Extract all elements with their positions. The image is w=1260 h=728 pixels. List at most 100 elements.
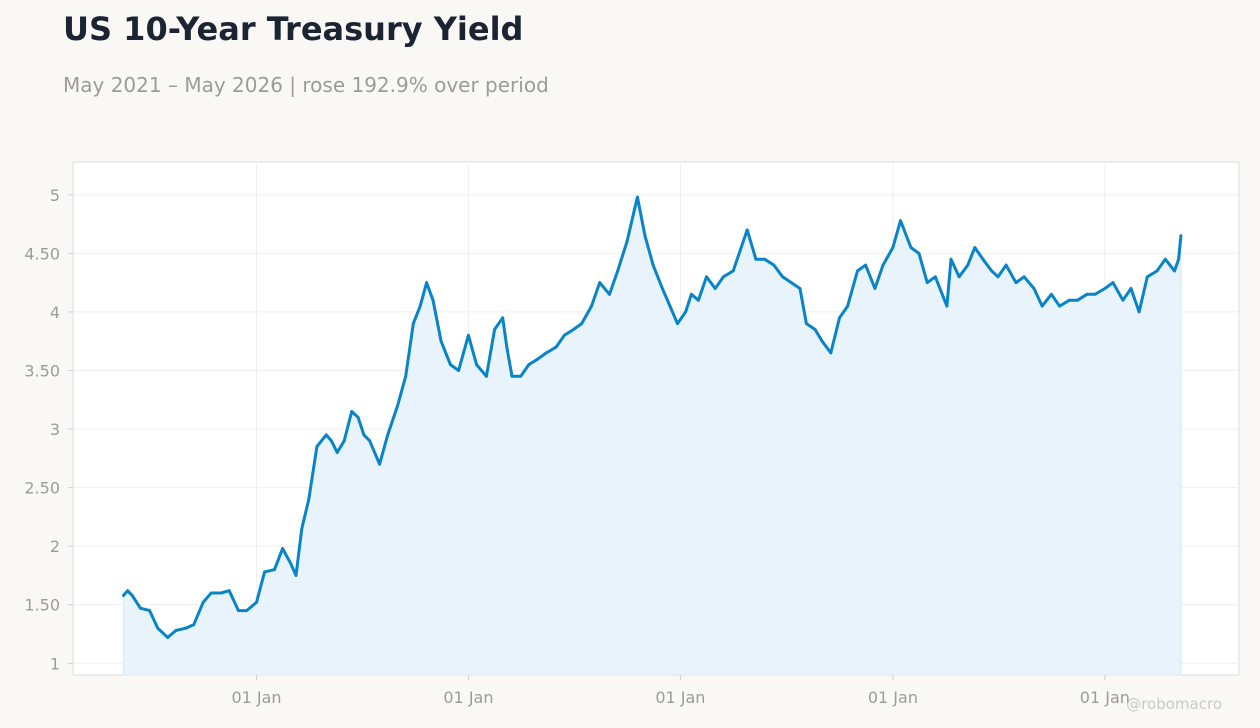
data-point bbox=[616, 269, 620, 273]
data-point bbox=[625, 240, 629, 244]
data-point bbox=[966, 263, 970, 267]
data-point bbox=[781, 275, 784, 279]
data-point bbox=[1163, 257, 1167, 261]
data-point bbox=[661, 287, 664, 290]
data-point bbox=[245, 609, 249, 612]
data-point bbox=[166, 636, 170, 639]
data-point bbox=[184, 626, 188, 630]
data-point bbox=[335, 451, 339, 454]
data-point bbox=[350, 410, 354, 413]
data-point bbox=[731, 269, 735, 273]
data-point bbox=[829, 351, 833, 355]
data-point bbox=[722, 275, 725, 279]
data-point bbox=[572, 328, 575, 331]
data-point bbox=[356, 415, 360, 419]
data-point bbox=[1173, 269, 1176, 273]
data-point bbox=[404, 374, 408, 378]
data-point bbox=[1121, 298, 1125, 302]
data-point bbox=[439, 339, 443, 343]
data-point bbox=[1137, 310, 1141, 314]
data-point bbox=[519, 374, 523, 378]
data-point bbox=[396, 404, 399, 407]
data-point bbox=[362, 433, 366, 437]
data-point bbox=[1076, 298, 1079, 302]
data-point bbox=[973, 246, 977, 249]
data-point bbox=[690, 292, 693, 296]
data-point bbox=[1129, 287, 1133, 290]
data-point bbox=[330, 439, 333, 443]
data-point bbox=[201, 601, 205, 604]
data-point bbox=[505, 345, 509, 349]
data-point bbox=[130, 594, 134, 597]
data-point bbox=[263, 570, 266, 574]
data-point bbox=[917, 252, 921, 255]
data-point bbox=[562, 333, 566, 337]
data-point bbox=[418, 304, 422, 308]
data-point bbox=[510, 374, 514, 378]
data-point bbox=[864, 263, 867, 267]
data-point bbox=[273, 568, 276, 571]
data-point bbox=[1014, 281, 1018, 284]
data-point bbox=[684, 310, 687, 314]
x-tick-label: 01 Jan bbox=[868, 688, 918, 707]
y-tick-label: 1 bbox=[50, 654, 60, 673]
x-tick-label: 01 Jan bbox=[655, 688, 705, 707]
data-point bbox=[608, 292, 611, 296]
data-point bbox=[1085, 292, 1089, 296]
data-point bbox=[386, 433, 390, 437]
data-point bbox=[705, 275, 708, 279]
data-point bbox=[156, 626, 160, 630]
y-tick-label: 2.50 bbox=[24, 479, 60, 498]
data-point bbox=[745, 228, 749, 232]
data-point bbox=[493, 328, 496, 331]
data-point bbox=[294, 574, 298, 577]
data-point bbox=[651, 263, 655, 267]
x-tick-label: 01 Jan bbox=[231, 688, 281, 707]
y-tick-label: 4 bbox=[50, 303, 60, 322]
data-point bbox=[148, 609, 152, 612]
data-point bbox=[945, 304, 949, 308]
line-layer bbox=[122, 195, 1183, 639]
y-tick-label: 2 bbox=[50, 537, 60, 556]
data-point bbox=[909, 246, 913, 249]
data-point bbox=[209, 591, 213, 595]
chart-subtitle: May 2021 – May 2026 | rose 192.9% over p… bbox=[63, 73, 549, 97]
data-point bbox=[763, 257, 766, 261]
data-point bbox=[820, 339, 824, 343]
y-axis-ticks: 1 1.50 2 2.50 3 3.50 4 4.50 5 bbox=[24, 186, 73, 673]
data-point bbox=[580, 322, 584, 325]
data-point bbox=[805, 322, 808, 325]
data-point bbox=[772, 263, 776, 267]
data-point bbox=[342, 439, 346, 443]
data-point bbox=[873, 287, 877, 290]
data-point bbox=[798, 287, 802, 290]
watermark: @robomacro bbox=[1126, 695, 1222, 713]
x-tick-label: 01 Jan bbox=[443, 688, 493, 707]
y-tick-label: 3.50 bbox=[24, 361, 60, 380]
data-point bbox=[255, 601, 258, 604]
data-point bbox=[431, 298, 435, 302]
chart-title: US 10-Year Treasury Yield bbox=[63, 10, 524, 48]
data-point bbox=[789, 281, 793, 284]
data-point bbox=[139, 606, 142, 610]
data-point bbox=[219, 591, 223, 595]
data-point bbox=[643, 234, 647, 238]
data-point bbox=[1050, 292, 1053, 296]
data-point bbox=[1040, 304, 1044, 308]
data-point bbox=[846, 304, 849, 308]
data-point bbox=[122, 594, 125, 597]
data-point bbox=[411, 322, 415, 325]
data-point bbox=[544, 351, 548, 355]
data-point bbox=[1058, 304, 1061, 308]
y-tick-label: 1.50 bbox=[24, 596, 60, 615]
data-point bbox=[300, 527, 304, 530]
data-point bbox=[449, 363, 452, 366]
data-point bbox=[467, 333, 470, 337]
data-point bbox=[881, 263, 885, 267]
data-point bbox=[368, 439, 372, 443]
x-axis-ticks: 01 Jan 01 Jan 01 Jan 01 Jan 01 Jan bbox=[231, 675, 1130, 707]
data-point bbox=[501, 316, 505, 320]
data-point bbox=[957, 275, 961, 279]
data-point bbox=[933, 275, 937, 279]
data-point bbox=[1004, 263, 1008, 267]
